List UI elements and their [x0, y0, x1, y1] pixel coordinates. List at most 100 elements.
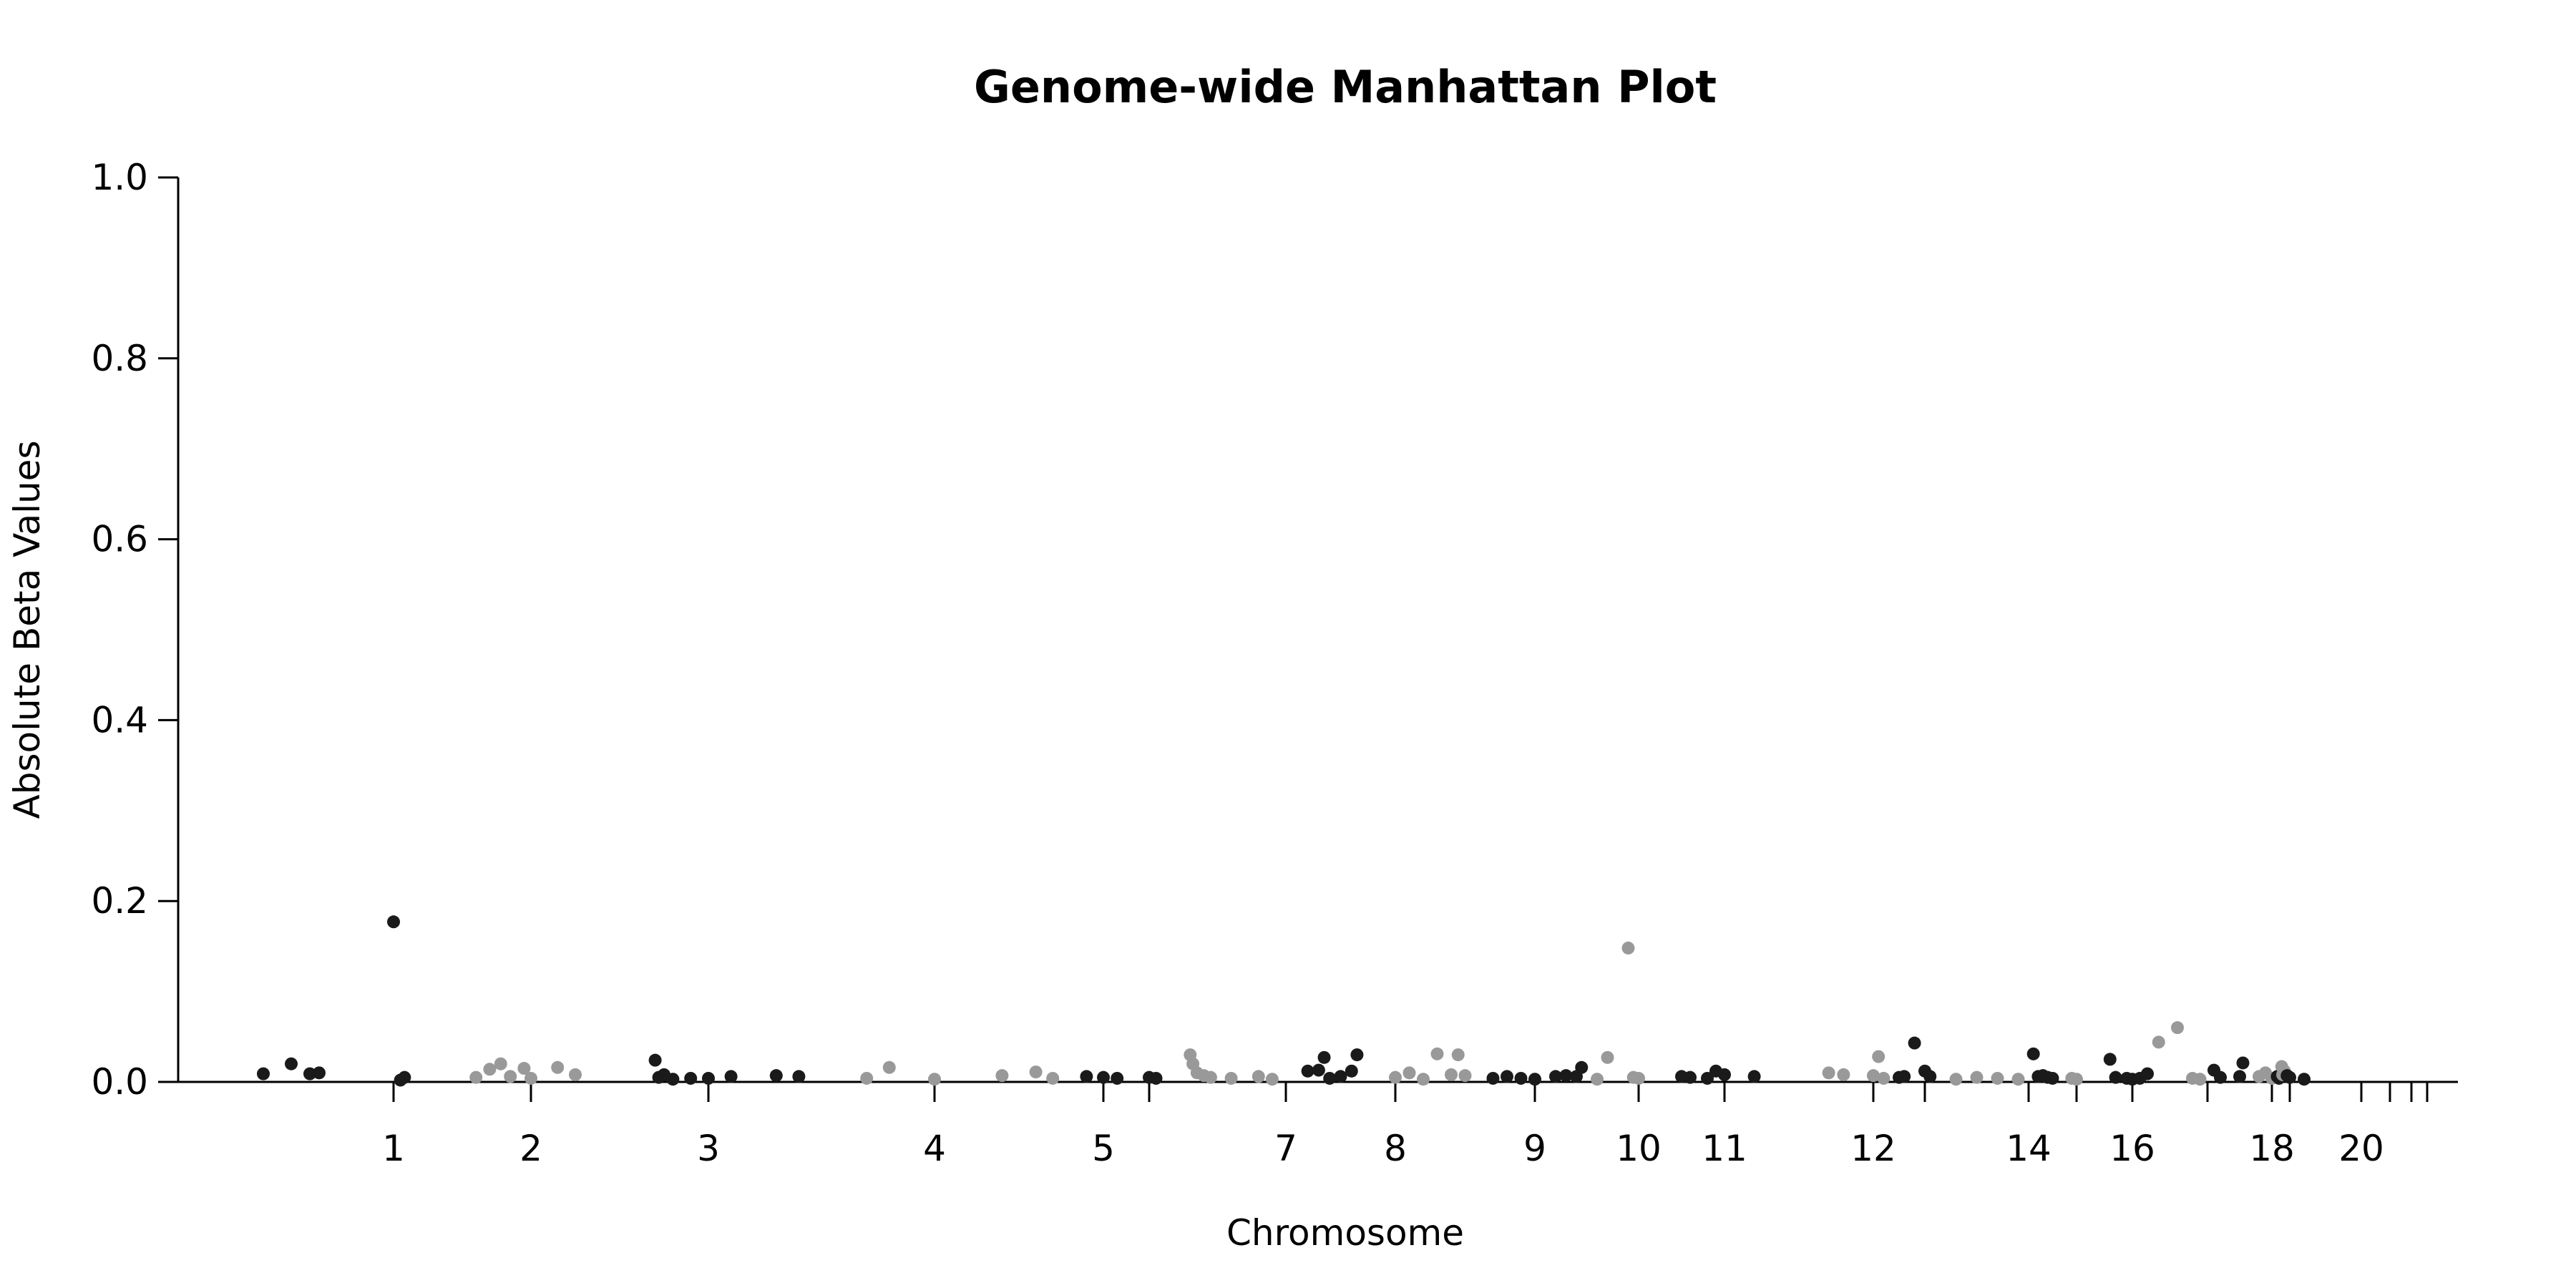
x-tick-label: 1 — [382, 1128, 405, 1169]
data-point — [1097, 1070, 1110, 1084]
data-point — [1224, 1071, 1238, 1085]
x-ticks: 1 2 3 4 5 7 8 9 10 11 12 14 16 18 20 — [382, 1082, 2429, 1169]
chart-title: Genome-wide Manhattan Plot — [974, 61, 1717, 113]
data-point — [666, 1073, 680, 1086]
x-tick-label: 14 — [2006, 1128, 2051, 1169]
data-point — [2152, 1035, 2165, 1049]
data-point — [2070, 1073, 2083, 1086]
data-point — [1575, 1060, 1589, 1074]
data-point — [1334, 1070, 1347, 1083]
y-axis-label: Absolute Beta Values — [6, 441, 48, 819]
data-point — [769, 1069, 783, 1083]
data-point — [1601, 1050, 1614, 1064]
data-point — [1111, 1071, 1124, 1085]
data-point — [1923, 1070, 1937, 1083]
data-point — [882, 1060, 896, 1074]
x-tick-label: 4 — [923, 1128, 946, 1169]
data-point — [1872, 1050, 1885, 1063]
data-point — [1312, 1063, 1325, 1077]
data-point — [1632, 1071, 1645, 1085]
data-points — [257, 915, 2311, 1087]
data-point — [684, 1071, 698, 1085]
data-point — [387, 915, 400, 929]
data-point — [1559, 1069, 1573, 1083]
data-point — [995, 1069, 1009, 1083]
data-point — [504, 1070, 517, 1083]
x-tick-label: 18 — [2249, 1128, 2295, 1169]
data-point — [1908, 1036, 1921, 1050]
data-point — [792, 1070, 806, 1083]
data-point — [1252, 1070, 1265, 1083]
data-point — [469, 1070, 483, 1084]
data-point — [1265, 1073, 1279, 1086]
data-point — [928, 1073, 941, 1086]
data-point — [1323, 1071, 1337, 1085]
y-tick-label: 0.4 — [91, 699, 148, 741]
data-point — [1301, 1064, 1314, 1078]
x-tick-label: 12 — [1850, 1128, 1896, 1169]
data-point — [2046, 1071, 2059, 1085]
x-tick-label: 11 — [1702, 1128, 1747, 1169]
data-point — [2193, 1073, 2207, 1086]
data-point — [1822, 1066, 1835, 1080]
data-point — [398, 1070, 411, 1084]
data-point — [1417, 1073, 1430, 1086]
data-point — [2026, 1047, 2040, 1060]
data-point — [1501, 1070, 1513, 1083]
data-point — [1445, 1068, 1458, 1081]
data-point — [1549, 1070, 1562, 1083]
data-point — [1949, 1073, 1963, 1086]
data-point — [1430, 1047, 1444, 1060]
data-point — [1837, 1068, 1850, 1081]
y-tick-label: 0.2 — [91, 880, 148, 922]
data-point — [702, 1071, 715, 1085]
x-tick-label: 7 — [1274, 1128, 1297, 1169]
x-tick-label: 8 — [1384, 1128, 1407, 1169]
data-point — [1389, 1070, 1402, 1084]
data-point — [1701, 1071, 1714, 1085]
y-tick-label: 0.0 — [91, 1061, 148, 1103]
data-point — [1684, 1070, 1697, 1084]
data-point — [2171, 1021, 2184, 1035]
data-point — [860, 1071, 874, 1085]
y-ticks: 0.0 0.2 0.4 0.6 0.8 1.0 — [91, 157, 178, 1103]
data-point — [1402, 1066, 1416, 1080]
y-tick-label: 1.0 — [91, 157, 148, 198]
data-point — [569, 1068, 582, 1081]
data-point — [2236, 1056, 2250, 1070]
data-point — [1898, 1070, 1911, 1083]
data-point — [1345, 1064, 1358, 1078]
data-point — [1877, 1071, 1890, 1085]
data-point — [2011, 1073, 2025, 1086]
data-point — [2283, 1070, 2296, 1084]
data-point — [1747, 1070, 1761, 1083]
data-point — [1718, 1068, 1731, 1081]
data-point — [1458, 1069, 1472, 1083]
x-tick-label: 5 — [1092, 1128, 1115, 1169]
y-tick-label: 0.8 — [91, 338, 148, 379]
x-tick-label: 3 — [697, 1128, 720, 1169]
data-point — [1080, 1070, 1093, 1083]
x-tick-label: 2 — [519, 1128, 542, 1169]
data-point — [257, 1067, 270, 1080]
data-point — [551, 1060, 565, 1074]
data-point — [1451, 1048, 1465, 1062]
data-point — [1514, 1071, 1528, 1085]
x-tick-label: 9 — [1523, 1128, 1546, 1169]
data-point — [303, 1067, 316, 1080]
data-point — [1528, 1073, 1541, 1086]
data-point — [1317, 1050, 1331, 1064]
data-point — [2103, 1053, 2117, 1066]
data-point — [1486, 1071, 1500, 1085]
data-point — [1970, 1070, 1984, 1084]
y-tick-label: 0.6 — [91, 519, 148, 560]
data-point — [1204, 1070, 1217, 1084]
data-point — [1029, 1065, 1043, 1079]
x-axis-label: Chromosome — [1226, 1212, 1464, 1254]
data-point — [494, 1057, 507, 1070]
data-point — [1046, 1071, 1060, 1085]
data-point — [2298, 1073, 2311, 1086]
data-point — [724, 1070, 738, 1083]
data-point — [2214, 1070, 2227, 1084]
